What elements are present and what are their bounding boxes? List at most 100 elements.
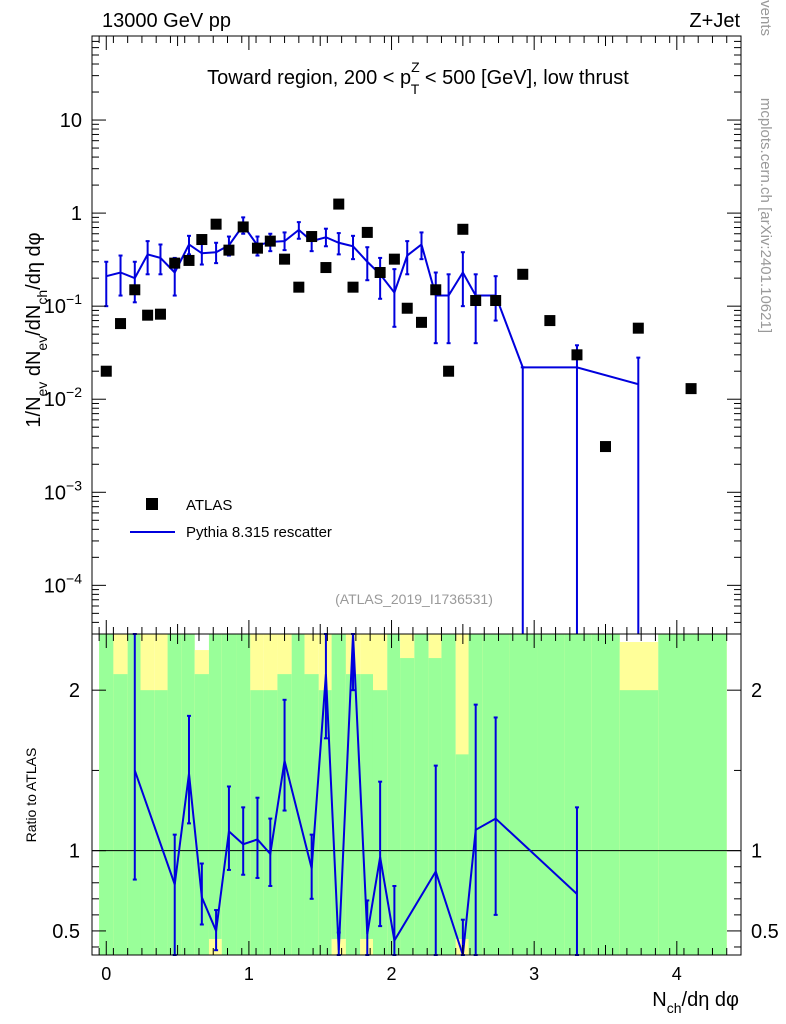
ratio-band-inner	[360, 674, 373, 939]
analysis-id: (ATLAS_2019_I1736531)	[335, 591, 493, 607]
atlas-point	[430, 284, 442, 296]
ratio-band-inner	[113, 674, 128, 955]
chart-title: Toward region, 200 < pZ T < 500 [GeV], lo…	[207, 59, 629, 97]
ratio-y-tick-label: 1	[69, 841, 80, 863]
atlas-point	[154, 308, 166, 320]
atlas-point	[129, 284, 141, 296]
ratio-band-inner	[537, 634, 565, 955]
ratio-band-inner	[591, 634, 620, 955]
ratio-band-inner	[509, 634, 538, 955]
ratio-band-inner	[304, 674, 319, 955]
mcplots-label: mcplots.cern.ch [arXiv:2401.10621]	[757, 98, 774, 333]
atlas-point	[415, 316, 427, 328]
chart-title-suffix: < 500 [GeV], low thrust	[419, 67, 629, 89]
header-right: Z+Jet	[689, 10, 740, 32]
atlas-point	[685, 383, 697, 395]
ratio-line	[133, 633, 578, 956]
y-tick-label: 10−3	[44, 477, 82, 504]
main-plot-frame	[91, 35, 742, 635]
ratio-bands	[99, 634, 727, 955]
ratio-band-inner	[140, 690, 155, 955]
atlas-point	[100, 365, 112, 377]
legend-pythia-label: Pythia 8.315 rescatter	[186, 524, 332, 541]
atlas-point	[210, 218, 222, 230]
ratio-plot-frame	[91, 633, 742, 956]
atlas-point	[223, 244, 235, 256]
chart-title-sup: Z	[411, 59, 420, 75]
rivet-label: Rivet 4.1.0, 100k events	[757, 0, 774, 36]
ratio-band-inner	[99, 634, 114, 955]
atlas-point	[293, 281, 305, 293]
atlas-point	[183, 254, 195, 266]
atlas-point	[169, 257, 181, 269]
ratio-band-inner	[291, 634, 305, 955]
ratio-band-inner	[658, 634, 727, 955]
ratio-band-inner	[236, 634, 251, 955]
main-plot-marks	[100, 198, 697, 634]
atlas-point	[196, 234, 208, 246]
x-tick-label: 4	[672, 964, 682, 984]
legend-atlas-label: ATLAS	[186, 497, 232, 514]
y-tick-label: 10−1	[44, 291, 82, 318]
atlas-point	[401, 302, 413, 314]
ratio-y-tick-label: 2	[69, 680, 80, 702]
atlas-point	[457, 223, 469, 235]
atlas-point	[115, 318, 127, 330]
atlas-point	[251, 242, 263, 254]
ratio-y-tick-label-right: 1	[751, 841, 762, 863]
atlas-point	[237, 221, 249, 233]
ratio-band-inner	[194, 674, 209, 955]
ratio-band-inner	[331, 634, 346, 939]
y-tick-label: 10−4	[44, 570, 82, 597]
atlas-point	[279, 253, 291, 265]
atlas-point	[571, 349, 583, 361]
atlas-point	[264, 235, 276, 247]
ratio-y-tick-label-right: 2	[751, 680, 762, 702]
ratio-y-tick-label-right: 0.5	[751, 921, 779, 943]
ratio-y-tick-label: 0.5	[52, 921, 80, 943]
atlas-point	[333, 198, 345, 210]
x-axis-label: Nch/dη dφ	[652, 989, 739, 1016]
ratio-band-inner	[414, 634, 429, 955]
atlas-point	[599, 441, 611, 453]
atlas-point	[320, 262, 332, 274]
ratio-band-inner	[387, 634, 401, 955]
ratio-band-inner	[400, 658, 415, 955]
ratio-band-inner	[455, 754, 469, 939]
ratio-band-inner	[154, 690, 168, 955]
ratio-band-inner	[318, 690, 332, 955]
pythia-line	[106, 223, 639, 386]
ratio-band-inner	[441, 634, 456, 955]
chart-title-prefix: Toward region, 200 < p	[207, 67, 411, 89]
axes: 0 1 2 3 4 10−4 10−3 10−2 10−1 1 10 0.5 0.5 1 1 2 2	[44, 35, 779, 984]
ratio-band-inner	[277, 674, 292, 955]
atlas-point	[443, 365, 455, 377]
x-tick-label: 2	[387, 964, 397, 984]
x-tick-label: 3	[529, 964, 539, 984]
y-axis-label: 1/Nev dNev/dNch/dη dφ	[23, 232, 50, 427]
legend-atlas-marker	[146, 498, 158, 510]
y-tick-label: 10	[60, 110, 82, 132]
y-tick-label: 10−2	[44, 384, 82, 411]
x-tick-label: 1	[244, 964, 254, 984]
x-tick-label: 0	[101, 964, 111, 984]
atlas-point	[490, 295, 502, 307]
ratio-y-axis-label: Ratio to ATLAS	[23, 748, 39, 843]
ratio-band-inner	[619, 690, 659, 955]
ratio-band-inner	[345, 674, 361, 955]
legend: ATLAS Pythia 8.315 rescatter	[130, 497, 332, 541]
atlas-point	[470, 295, 482, 307]
atlas-point	[347, 281, 359, 293]
atlas-point	[517, 268, 529, 280]
y-tick-label: 1	[71, 203, 82, 225]
atlas-point	[632, 322, 644, 334]
ratio-band-inner	[208, 634, 222, 939]
atlas-point	[361, 226, 373, 238]
header-left: 13000 GeV pp	[102, 10, 231, 32]
atlas-point	[544, 315, 556, 327]
chart-title-sub: T	[411, 81, 420, 97]
atlas-point	[142, 309, 154, 321]
atlas-point	[374, 266, 386, 278]
atlas-point	[388, 253, 400, 265]
